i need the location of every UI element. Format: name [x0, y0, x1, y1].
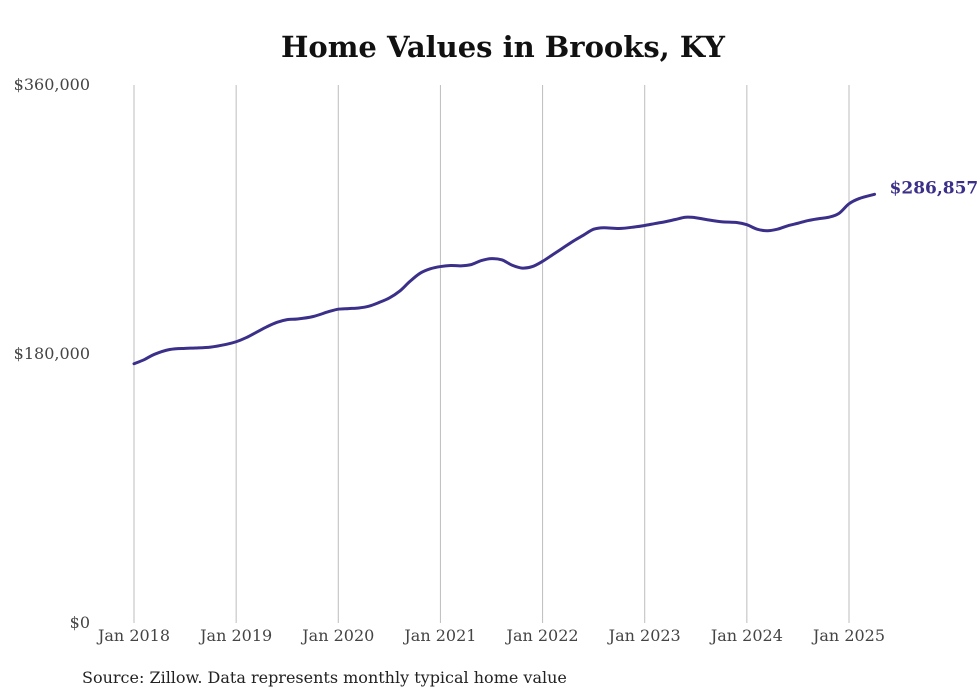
x-tick-label: Jan 2019 [198, 626, 272, 645]
y-tick-label: $360,000 [14, 75, 90, 94]
x-tick-label: Jan 2025 [811, 626, 885, 645]
end-value-label: $286,857 [890, 178, 979, 198]
x-tick-label: Jan 2020 [300, 626, 374, 645]
y-axis-ticks: $0 $180,000 $360,000 [14, 75, 90, 632]
chart-title: Home Values in Brooks, KY [281, 30, 725, 64]
x-axis-ticks: Jan 2018 Jan 2019 Jan 2020 Jan 2021 Jan 2022… [96, 626, 885, 645]
x-tick-label: Jan 2018 [96, 626, 170, 645]
x-tick-label: Jan 2024 [709, 626, 783, 645]
y-tick-label: $180,000 [14, 344, 90, 363]
x-tick-label: Jan 2022 [505, 626, 579, 645]
series-line-home-value [132, 192, 877, 366]
gridlines [133, 85, 850, 623]
source-note: Source: Zillow. Data represents monthly … [82, 668, 567, 687]
x-tick-label: Jan 2023 [607, 626, 681, 645]
y-tick-label: $0 [70, 613, 90, 632]
x-tick-label: Jan 2021 [402, 626, 476, 645]
